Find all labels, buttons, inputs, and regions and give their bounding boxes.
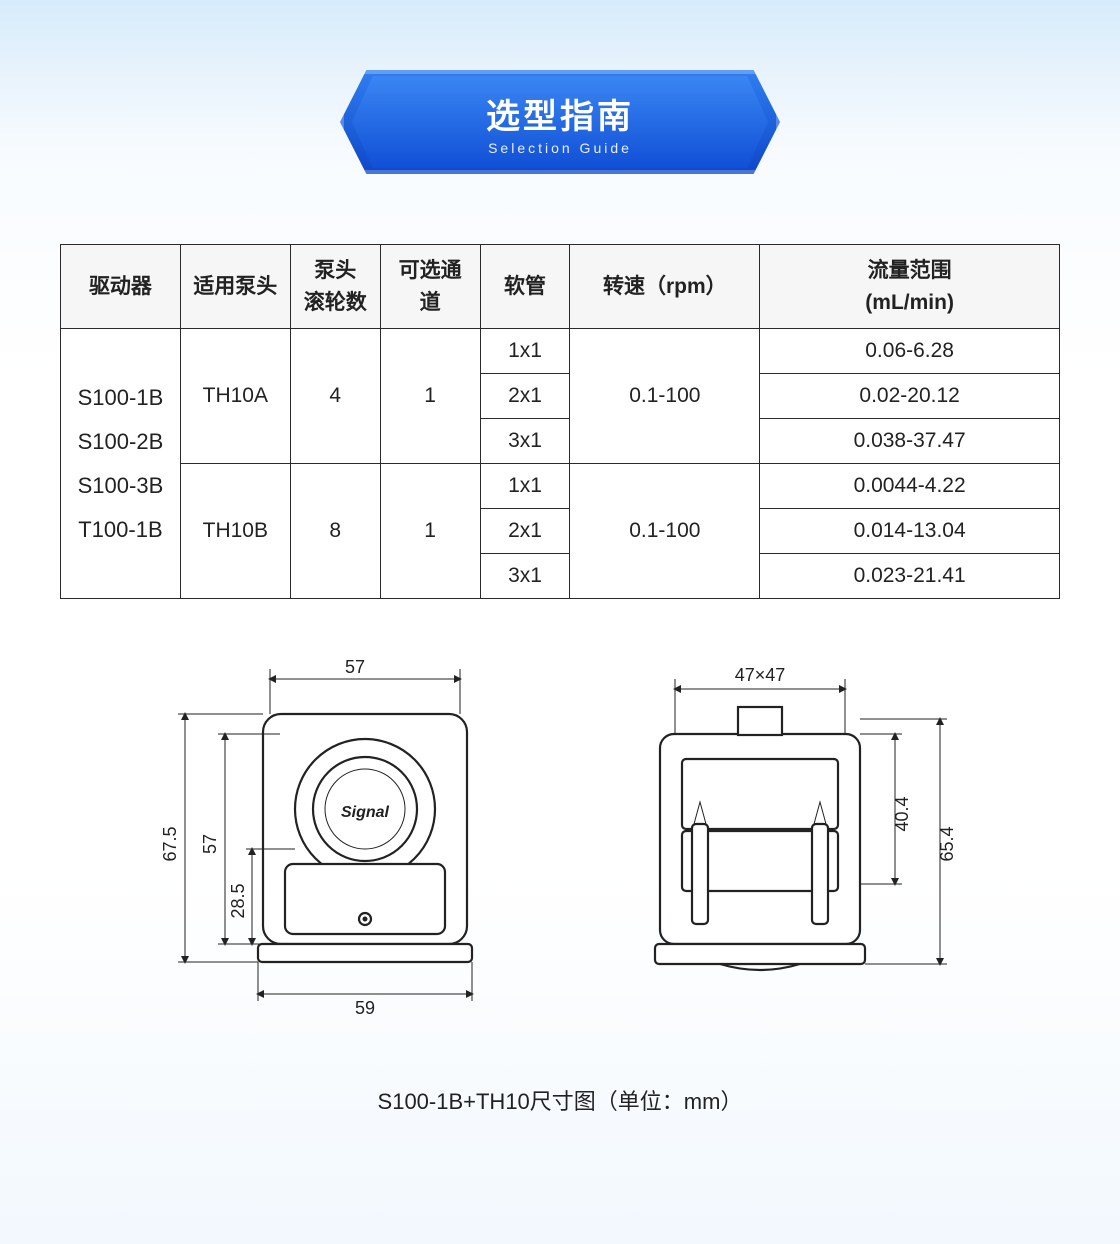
- spec-table: 驱动器 适用泵头 泵头 滚轮数 可选通道 软管 转速（rpm） 流量范围 (mL…: [60, 244, 1060, 599]
- cell-tube: 2x1: [480, 374, 570, 419]
- svg-text:67.5: 67.5: [160, 826, 180, 861]
- th-tube: 软管: [480, 245, 570, 329]
- cell-channels-0: 1: [380, 329, 480, 464]
- cell-flow: 0.02-20.12: [760, 374, 1060, 419]
- th-driver: 驱动器: [61, 245, 181, 329]
- diagram-caption: S100-1B+TH10尺寸图（单位：mm）: [60, 1084, 1060, 1116]
- svg-text:40.4: 40.4: [892, 796, 912, 831]
- cell-rollers-1: 8: [290, 464, 380, 599]
- cell-tube: 3x1: [480, 419, 570, 464]
- cell-flow: 0.06-6.28: [760, 329, 1060, 374]
- svg-text:65.4: 65.4: [937, 826, 957, 861]
- cell-tube: 1x1: [480, 329, 570, 374]
- cell-flow: 0.0044-4.22: [760, 464, 1060, 509]
- cell-flow: 0.023-21.41: [760, 554, 1060, 599]
- th-head: 适用泵头: [180, 245, 290, 329]
- cell-head-0: TH10A: [180, 329, 290, 464]
- cell-rpm-1: 0.1-100: [570, 464, 760, 599]
- title-en: Selection Guide: [486, 140, 634, 156]
- svg-text:28.5: 28.5: [228, 883, 248, 918]
- th-rollers: 泵头 滚轮数: [290, 245, 380, 329]
- cell-rollers-0: 4: [290, 329, 380, 464]
- title-cn: 选型指南: [486, 89, 634, 138]
- th-channels: 可选通道: [380, 245, 480, 329]
- svg-text:59: 59: [355, 998, 375, 1018]
- cell-drivers: S100-1B S100-2B S100-3B T100-1B: [61, 329, 181, 599]
- cell-channels-1: 1: [380, 464, 480, 599]
- th-flow: 流量范围 (mL/min): [760, 245, 1060, 329]
- th-rpm: 转速（rpm）: [570, 245, 760, 329]
- svg-text:57: 57: [345, 657, 365, 677]
- svg-text:47×47: 47×47: [735, 665, 786, 685]
- cell-tube: 2x1: [480, 509, 570, 554]
- front-view-diagram: 57 Signal 59 67.5: [140, 649, 500, 1029]
- cell-flow: 0.014-13.04: [760, 509, 1060, 554]
- cell-tube: 1x1: [480, 464, 570, 509]
- side-view-diagram: 47×47 40.4 65.4: [620, 649, 980, 1029]
- cell-tube: 3x1: [480, 554, 570, 599]
- diagram-row: 57 Signal 59 67.5: [60, 649, 1060, 1029]
- title-badge: 选型指南 Selection Guide: [340, 70, 780, 174]
- cell-rpm-0: 0.1-100: [570, 329, 760, 464]
- cell-flow: 0.038-37.47: [760, 419, 1060, 464]
- svg-text:Signal: Signal: [341, 804, 390, 821]
- svg-text:57: 57: [200, 834, 220, 854]
- cell-head-1: TH10B: [180, 464, 290, 599]
